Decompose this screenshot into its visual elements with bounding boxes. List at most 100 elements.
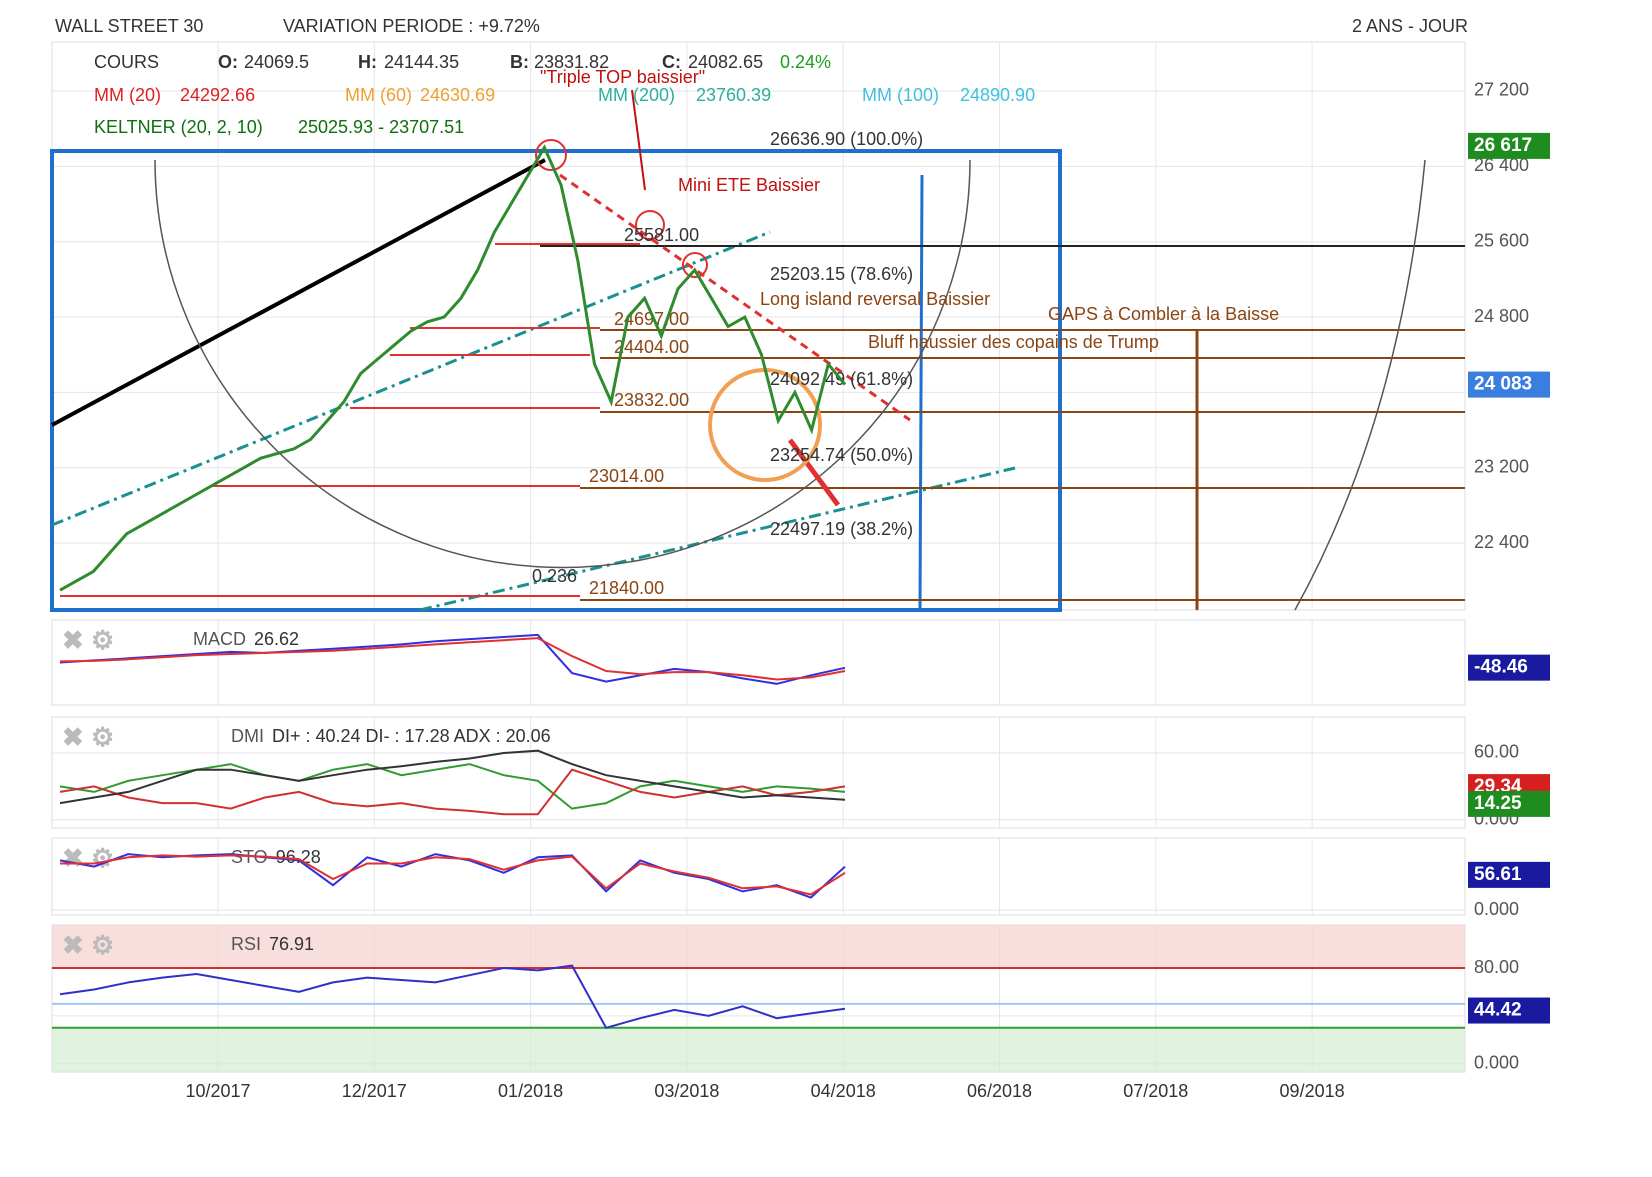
- badge-label: 14.25: [1474, 793, 1522, 814]
- annotation: GAPS à Combler à la Baisse: [1048, 304, 1279, 324]
- x-tick-label: 12/2017: [342, 1081, 407, 1101]
- channel: [419, 466, 1016, 612]
- panel: [51, 716, 1466, 829]
- panel-icons: ✖ ⚙: [62, 722, 114, 752]
- chart-title: WALL STREET 30: [55, 16, 203, 36]
- x-tick-label: 04/2018: [811, 1081, 876, 1101]
- legend-item: MM (20): [94, 85, 161, 105]
- legend-item: MM (100): [862, 85, 939, 105]
- y-tick-label: 80.00: [1474, 957, 1519, 977]
- badge: [1468, 654, 1550, 681]
- marker: [635, 210, 665, 240]
- trendline: [51, 158, 546, 427]
- x-tick-label: 09/2018: [1280, 1081, 1345, 1101]
- series-line: [59, 964, 846, 1029]
- drawings: [50, 89, 1465, 612]
- arrow: [787, 438, 841, 507]
- legend-item: 24630.69: [420, 85, 495, 105]
- annotation: Mini ETE Baissier: [678, 175, 820, 195]
- legend-item: 25025.93 - 23707.51: [298, 117, 464, 137]
- legend-item: 24082.65: [688, 52, 763, 72]
- legend-item: KELTNER (20, 2, 10): [94, 117, 263, 137]
- x-tick-label: 01/2018: [498, 1081, 563, 1101]
- panel-value: 26.62: [254, 629, 299, 649]
- x-tick-label: 03/2018: [654, 1081, 719, 1101]
- x-tick-label: 07/2018: [1123, 1081, 1188, 1101]
- legend-item: C:: [662, 52, 681, 72]
- badge: [1468, 861, 1550, 888]
- panel-icons: ✖ ⚙: [62, 843, 114, 873]
- oversold-zone: [52, 1027, 1465, 1072]
- y-tick-label: 25 600: [1474, 230, 1529, 250]
- legend-item: 24890.90: [960, 85, 1035, 105]
- y-tick-label: 26 400: [1474, 155, 1529, 175]
- badge-label: 44.42: [1474, 1000, 1522, 1021]
- badge: [1468, 790, 1550, 817]
- period: 2 ANS - JOUR: [1352, 16, 1468, 36]
- panel-label: DMI: [231, 726, 264, 746]
- legend-item: MM (60): [345, 85, 412, 105]
- legend-item: 24069.5: [244, 52, 309, 72]
- channel: [51, 230, 771, 527]
- panel: [51, 619, 1466, 706]
- fib-label: 23254.74 (50.0%): [770, 445, 913, 465]
- legend-item: COURS: [94, 52, 159, 72]
- arc: [154, 159, 971, 569]
- chart-subtitle: VARIATION PERIODE : +9.72%: [283, 16, 540, 36]
- legend-item: 24292.66: [180, 85, 255, 105]
- x-tick-label: 06/2018: [967, 1081, 1032, 1101]
- overbought-zone: [52, 925, 1465, 969]
- arrow: [631, 89, 646, 191]
- panel-label: MACD: [193, 629, 246, 649]
- panel-icons: ✖ ⚙: [62, 625, 114, 655]
- arc: [1294, 159, 1426, 611]
- badge-label: 24 083: [1474, 374, 1532, 395]
- y-tick-label: 24 800: [1474, 306, 1529, 326]
- legend: COURS O: 24069.5 H: 24144.35 B: 23831.82…: [94, 52, 1035, 137]
- y-tick-label: 23 200: [1474, 457, 1529, 477]
- neckline: [559, 173, 911, 422]
- annotation: Long island reversal Baissier: [760, 289, 990, 309]
- level-label: 25581.00: [624, 225, 699, 245]
- level-label: 0.236: [532, 566, 577, 586]
- legend-item: H:: [358, 52, 377, 72]
- legend-item: 23760.39: [696, 85, 771, 105]
- fib-label: 25203.15 (78.6%): [770, 264, 913, 284]
- y-tick-label: 27 200: [1474, 80, 1529, 100]
- panel-value: DI+ : 40.24 DI- : 17.28 ADX : 20.06: [272, 726, 551, 746]
- badge: [1468, 132, 1550, 159]
- x-tick-label: 10/2017: [185, 1081, 250, 1101]
- badge: [1468, 371, 1550, 398]
- legend-item: 24144.35: [384, 52, 459, 72]
- badge-label: -48.46: [1474, 657, 1528, 678]
- grid: [51, 41, 1466, 1073]
- annotation: Bluff haussier des copains de Trump: [868, 332, 1159, 352]
- panel-icons: ✖ ⚙: [62, 930, 114, 960]
- badge: [1468, 997, 1550, 1024]
- y-tick-label: 0.000: [1474, 1052, 1519, 1072]
- fib-label: 26636.90 (100.0%): [770, 129, 923, 149]
- series-line: [60, 854, 846, 896]
- box: [50, 149, 1062, 612]
- level-label: 23014.00: [589, 466, 664, 486]
- panel: [51, 837, 1466, 916]
- panel-value: 96.28: [276, 847, 321, 867]
- legend-item: O:: [218, 52, 238, 72]
- y-tick-label: 60.00: [1474, 742, 1519, 762]
- level-label: 21840.00: [589, 578, 664, 598]
- series-line: [59, 768, 846, 816]
- y-tick-label: 0.000: [1474, 899, 1519, 919]
- badge-label: 26 617: [1474, 135, 1532, 156]
- series-line: [59, 637, 846, 681]
- level-label: 23832.00: [614, 390, 689, 410]
- legend-item: 0.24%: [780, 52, 831, 72]
- marker: [535, 139, 567, 171]
- series-line: [59, 144, 847, 592]
- legend-item: B:: [510, 52, 529, 72]
- fib-label: 22497.19 (38.2%): [770, 519, 913, 539]
- legend-item: 23831.82: [534, 52, 609, 72]
- annotation: "Triple TOP baissier": [540, 67, 705, 87]
